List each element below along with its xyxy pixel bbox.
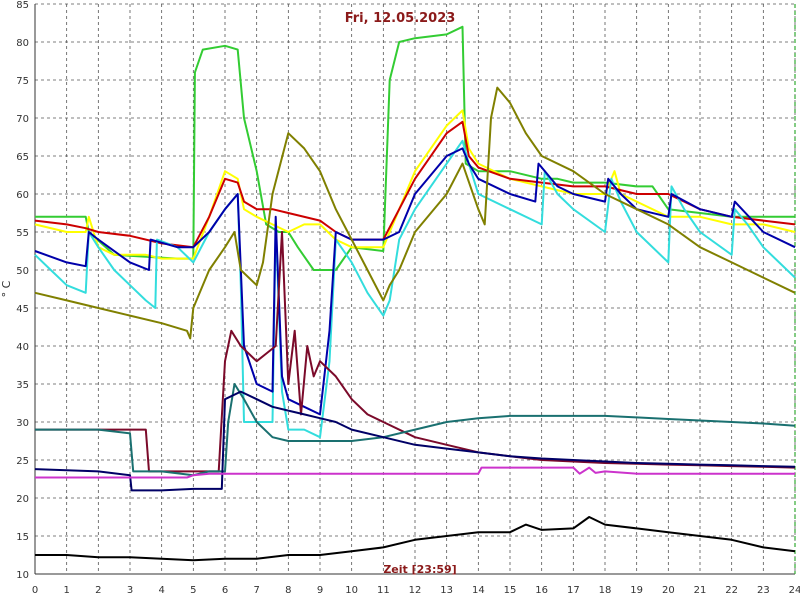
grid [34, 3, 796, 575]
y-tick-label: 85 [16, 0, 29, 11]
x-tick-label: 9 [317, 585, 323, 596]
x-axis-label: Zeit [23:59] [383, 563, 456, 576]
series-line-1 [35, 25, 795, 271]
x-tick-label: 8 [285, 585, 291, 596]
x-tick-label: 10 [345, 585, 358, 596]
series-line-10 [35, 466, 795, 479]
series-line-6 [34, 86, 796, 340]
x-tick-label: 5 [190, 585, 196, 596]
x-tick-label: 24 [789, 585, 800, 596]
x-tick-label: 23 [757, 585, 770, 596]
y-tick-label: 45 [16, 304, 29, 315]
x-tick-label: 12 [409, 585, 422, 596]
x-tick-label: 19 [630, 585, 643, 596]
x-tick-label: 2 [95, 585, 101, 596]
x-tick-label: 11 [377, 585, 390, 596]
y-tick-label: 25 [16, 456, 29, 467]
x-tick-label: 15 [504, 585, 517, 596]
y-tick-label: 10 [16, 570, 29, 581]
y-tick-labels: 10 15 20 25 30 35 40 45 50 55 60 65 70 75 80 85 [16, 0, 29, 581]
y-tick-label: 35 [16, 380, 29, 391]
x-tick-label: 3 [127, 585, 133, 596]
y-tick-label: 50 [16, 266, 29, 277]
y-tick-label: 40 [16, 342, 29, 353]
y-tick-label: 70 [16, 114, 29, 125]
y-tick-label: 55 [16, 228, 29, 239]
y-tick-label: 60 [16, 190, 29, 201]
series-group [34, 25, 796, 562]
x-tick-label: 17 [567, 585, 580, 596]
x-tick-label: 0 [32, 585, 38, 596]
series-line-9 [34, 390, 796, 492]
y-axis-label: ° C [0, 280, 13, 297]
x-tick-labels: 0 1 2 3 4 5 6 7 8 9 10 11 12 13 14 15 16 17 18 19 20 21 22 23 24 [32, 585, 800, 596]
chart-title: Fri, 12.05.2023 [345, 11, 456, 26]
x-tick-label: 4 [158, 585, 164, 596]
x-tick-label: 16 [535, 585, 548, 596]
series-line-2 [34, 109, 796, 260]
series-line-7 [35, 231, 796, 473]
x-tick-label: 1 [63, 585, 69, 596]
y-tick-label: 20 [16, 494, 29, 505]
y-tick-label: 30 [16, 418, 29, 429]
x-tick-label: 20 [662, 585, 675, 596]
x-tick-label: 18 [599, 585, 612, 596]
x-tick-label: 22 [725, 585, 738, 596]
x-tick-label: 21 [694, 585, 707, 596]
y-tick-label: 75 [16, 76, 29, 87]
y-tick-label: 65 [16, 152, 29, 163]
x-tick-label: 7 [253, 585, 259, 596]
y-tick-label: 80 [16, 38, 29, 49]
series-line-11 [35, 516, 796, 562]
x-tick-label: 14 [472, 585, 485, 596]
y-tick-label: 15 [16, 532, 29, 543]
x-tick-label: 6 [222, 585, 228, 596]
series-line-4 [34, 139, 796, 439]
x-tick-label: 13 [440, 585, 453, 596]
